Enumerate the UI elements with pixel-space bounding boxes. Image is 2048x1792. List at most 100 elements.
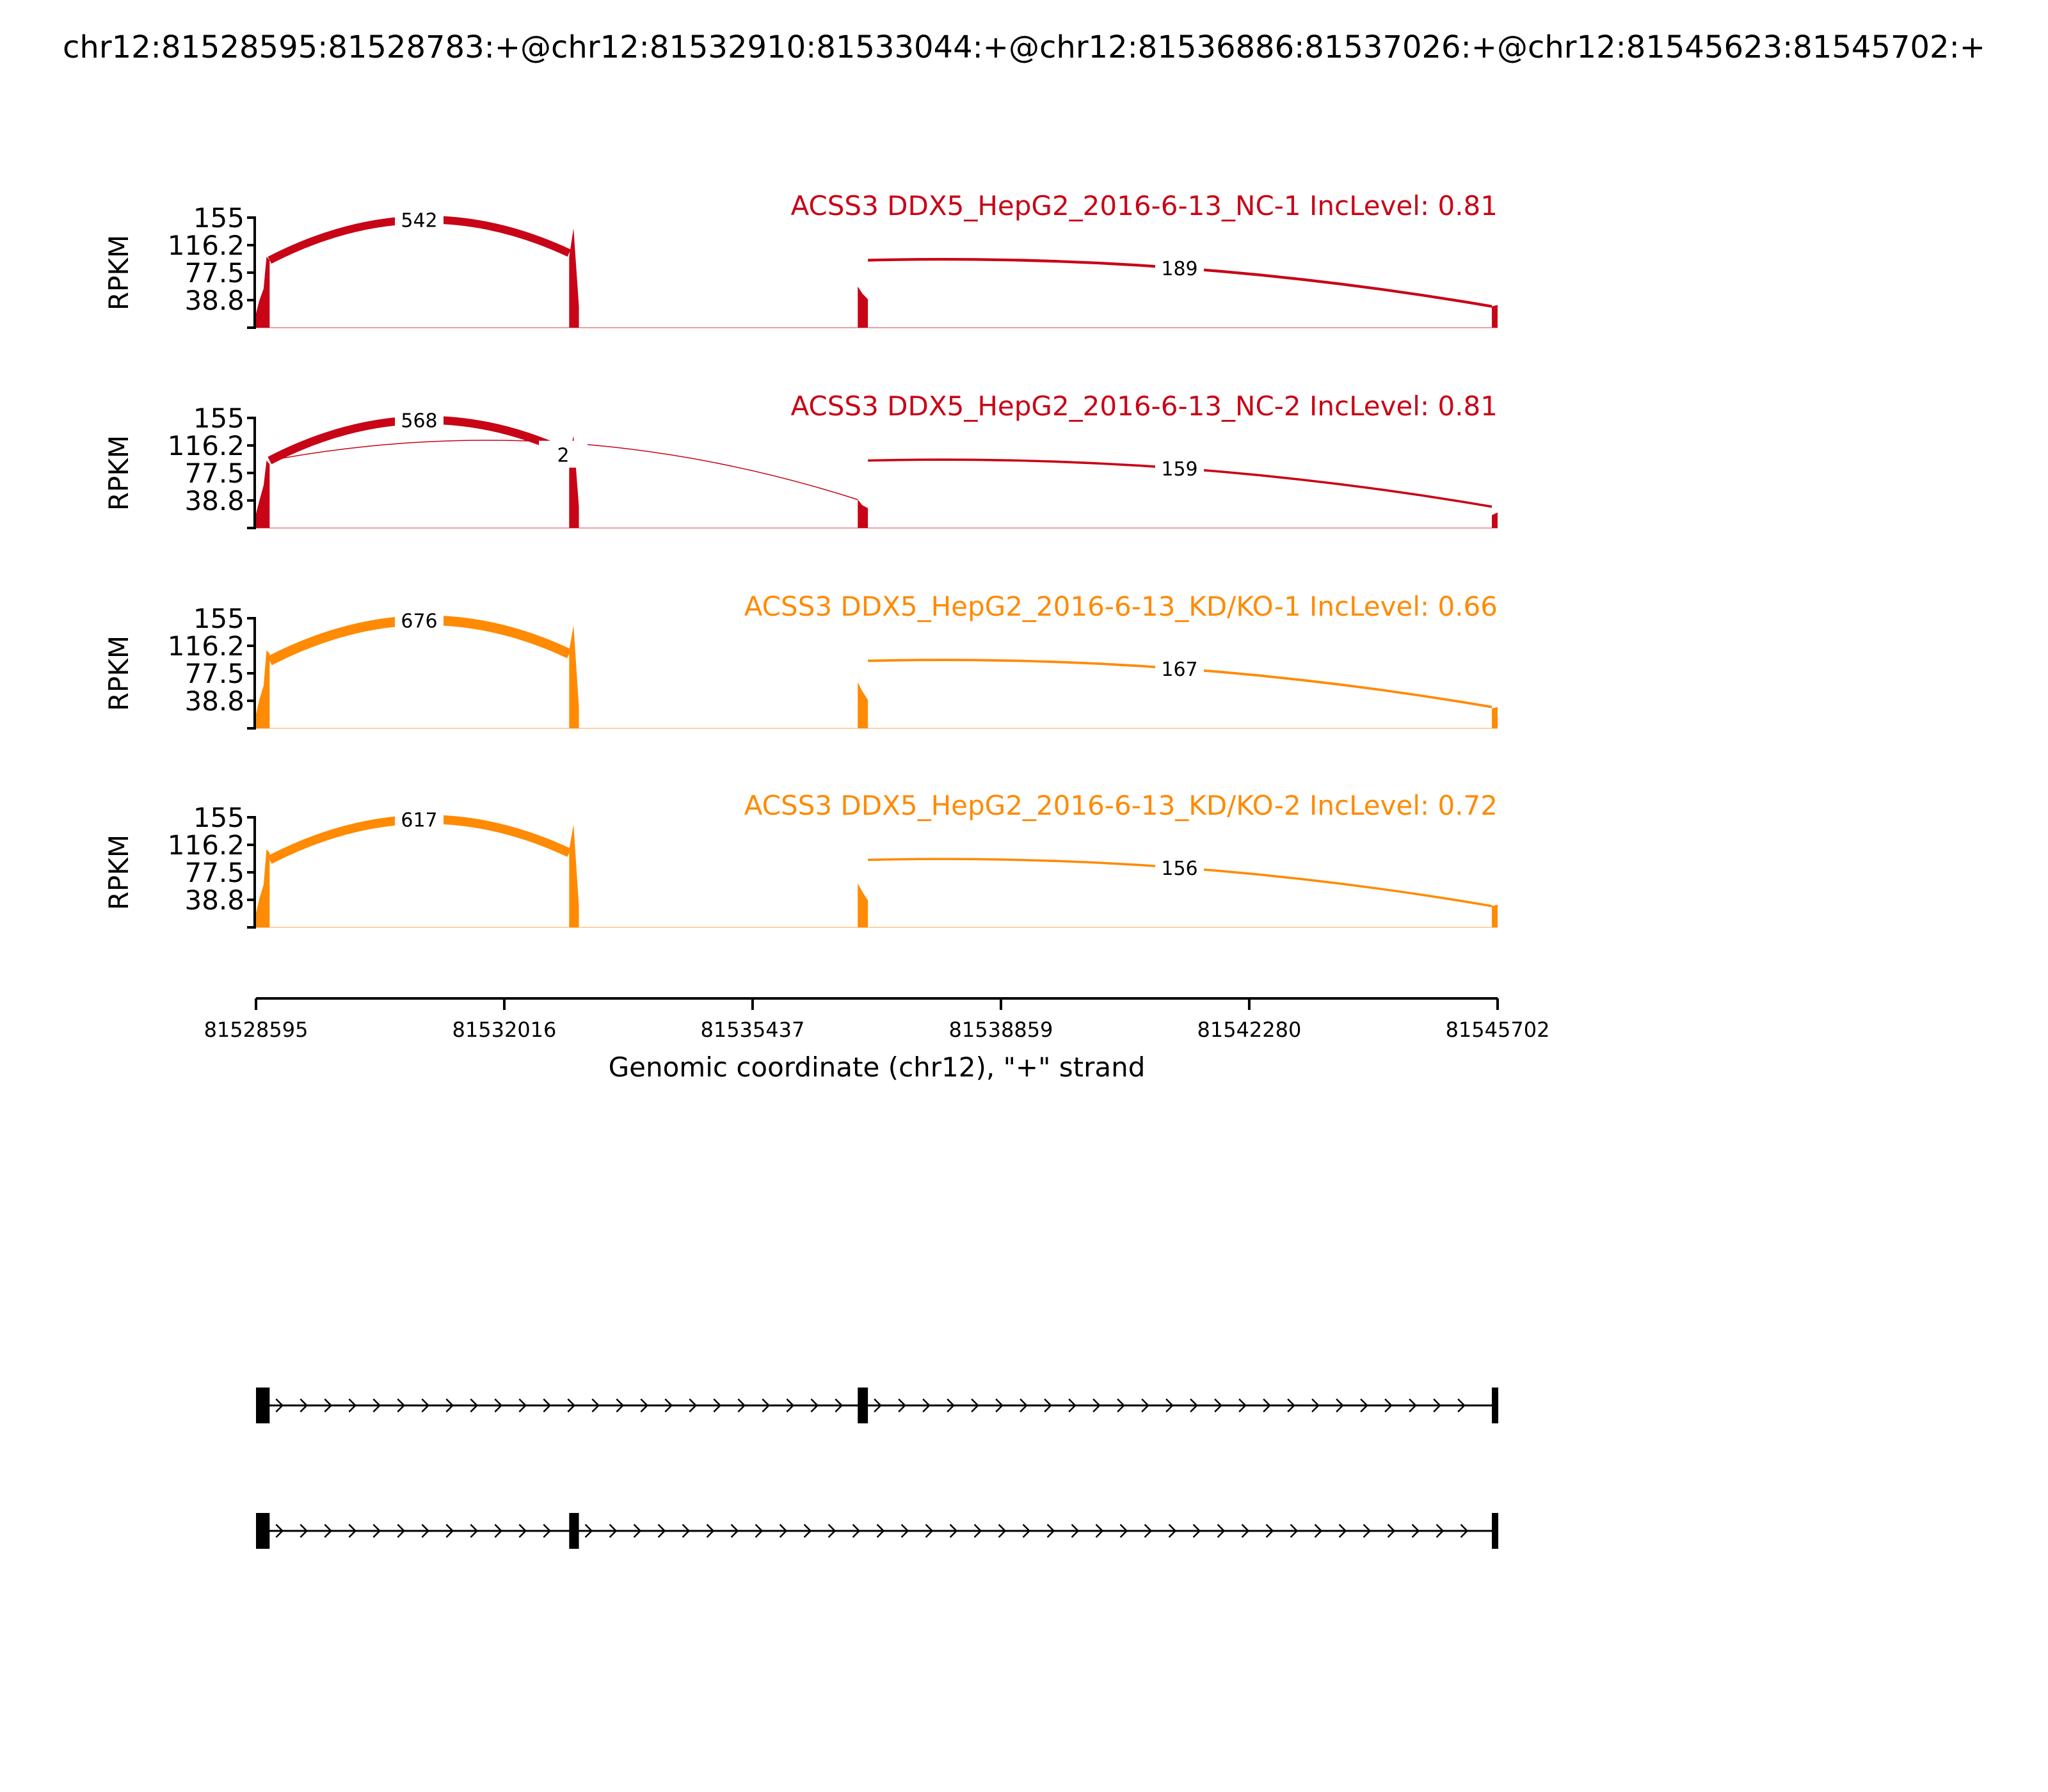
y-tick-label: 77.5	[184, 458, 244, 489]
coverage-block	[256, 257, 270, 328]
y-tick-label: 155	[193, 202, 244, 234]
strand-arrow	[372, 1524, 381, 1538]
strand-arrow	[445, 1524, 454, 1538]
coverage-block	[256, 650, 270, 728]
strand-arrow	[518, 1398, 527, 1412]
y-tick-label: 77.5	[184, 857, 244, 888]
strand-arrow	[1092, 1398, 1101, 1412]
strand-arrow	[1192, 1524, 1201, 1538]
strand-arrow	[421, 1524, 430, 1538]
exon-block	[1492, 1388, 1499, 1423]
strand-arrow	[1046, 1524, 1055, 1538]
y-axis-label: RPKM	[103, 435, 134, 511]
y-tick-label: 77.5	[184, 257, 244, 289]
strand-arrow	[591, 1398, 600, 1412]
coverage-block	[569, 824, 579, 927]
junction-count: 676	[401, 610, 437, 632]
strand-arrow	[1387, 1524, 1396, 1538]
coverage-block	[569, 625, 579, 728]
coverage-block	[858, 682, 868, 728]
strand-arrow	[372, 1398, 381, 1412]
strand-arrow	[737, 1398, 746, 1412]
junction-count: 156	[1161, 858, 1197, 880]
junction-count-bg	[395, 205, 444, 233]
x-tick-label: 81542280	[1197, 1018, 1301, 1042]
strand-arrow	[609, 1524, 618, 1538]
strand-arrow	[1214, 1398, 1222, 1412]
strand-arrow	[1411, 1524, 1420, 1538]
junction-count: 167	[1161, 659, 1197, 681]
strand-arrow	[1460, 1524, 1469, 1538]
junction-count: 2	[557, 445, 569, 467]
strand-arrow	[973, 1524, 982, 1538]
junction-count-bg	[395, 606, 444, 634]
junction-count: 617	[401, 809, 437, 831]
strand-arrow	[657, 1524, 666, 1538]
exon-block	[256, 1513, 270, 1549]
x-axis-label: Genomic coordinate (chr12), "+" strand	[609, 1052, 1146, 1083]
y-tick-label: 38.8	[184, 285, 244, 316]
strand-arrow	[925, 1524, 934, 1538]
strand-arrow	[494, 1524, 503, 1538]
coverage-block	[256, 849, 270, 927]
junction-count: 189	[1161, 258, 1197, 280]
strand-arrow	[762, 1398, 771, 1412]
x-ticks: 81528595 81532016 81535437 81538859 81542280…	[204, 998, 1550, 1042]
strand-arrow	[324, 1398, 333, 1412]
x-tick-label: 81545702	[1446, 1018, 1550, 1042]
strand-arrow	[835, 1398, 844, 1412]
y-tick-label: 155	[193, 403, 244, 434]
strand-arrow	[300, 1398, 308, 1412]
coverage-block	[858, 499, 868, 528]
strand-arrow	[1290, 1524, 1299, 1538]
strand-arrow	[1141, 1398, 1149, 1412]
exon-block	[569, 1513, 579, 1549]
strand-arrow	[713, 1398, 722, 1412]
exon-block	[1492, 1513, 1499, 1549]
y-tick-label: 116.2	[168, 829, 244, 861]
strand-arrow	[1117, 1398, 1125, 1412]
strand-arrow	[1144, 1524, 1153, 1538]
coverage-block	[1492, 305, 1498, 328]
x-tick-label: 81538859	[949, 1018, 1053, 1042]
strand-arrow	[324, 1524, 333, 1538]
strand-arrow	[706, 1524, 715, 1538]
strand-arrow	[1409, 1398, 1417, 1412]
strand-arrow	[947, 1398, 955, 1412]
strand-arrow	[998, 1524, 1007, 1538]
strand-arrow	[664, 1398, 673, 1412]
strand-arrow	[518, 1524, 527, 1538]
strand-arrow	[543, 1398, 552, 1412]
y-tick-label: 38.8	[184, 685, 244, 717]
junction-count-bg	[1155, 253, 1204, 281]
strand-arrow	[1314, 1524, 1323, 1538]
y-axis-label: RPKM	[103, 235, 134, 310]
junction-count-bg	[1155, 454, 1204, 481]
strand-arrow	[852, 1524, 861, 1538]
strand-arrow	[1336, 1398, 1344, 1412]
isoform-2	[256, 1513, 1499, 1549]
exon-block	[256, 1388, 270, 1423]
y-tick-label: 38.8	[184, 485, 244, 516]
junction-count-bg	[1155, 654, 1204, 682]
sample-label: ACSS3 DDX5_HepG2_2016-6-13_NC-1 IncLevel…	[790, 190, 1498, 221]
y-tick-label: 116.2	[168, 630, 244, 662]
coverage-block	[1492, 904, 1498, 927]
strand-arrow	[922, 1398, 931, 1412]
strand-arrow	[1338, 1524, 1347, 1538]
junction-count-bg	[539, 440, 588, 468]
coverage-block	[256, 460, 270, 528]
plot-title: chr12:81528595:81528783:+@chr12:81532910…	[63, 29, 1985, 65]
strand-arrow	[1020, 1398, 1028, 1412]
strand-arrow	[1457, 1398, 1466, 1412]
strand-arrow	[898, 1398, 906, 1412]
strand-arrow	[633, 1524, 642, 1538]
strand-arrow	[494, 1398, 503, 1412]
coverage-block	[858, 883, 868, 927]
x-tick-label: 81528595	[204, 1018, 308, 1042]
junction-count: 542	[401, 209, 437, 232]
